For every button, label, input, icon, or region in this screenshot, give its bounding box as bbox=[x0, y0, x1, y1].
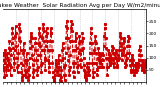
Title: Milwaukee Weather  Solar Radiation Avg per Day W/m2/minute: Milwaukee Weather Solar Radiation Avg pe… bbox=[0, 3, 160, 8]
